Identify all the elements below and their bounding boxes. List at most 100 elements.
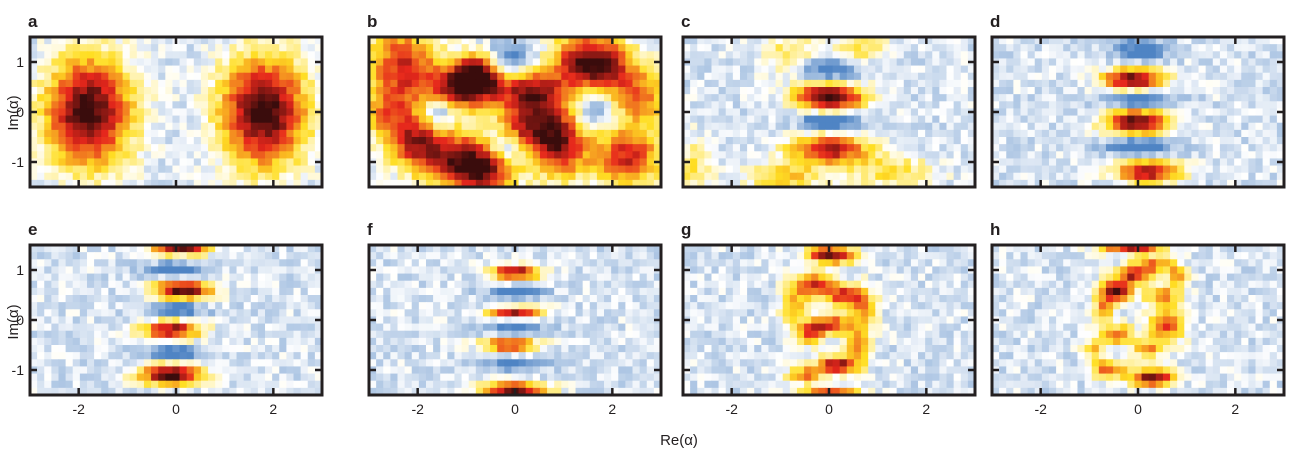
heatmap-cell: [300, 165, 309, 174]
heatmap-cell: [272, 366, 280, 375]
heatmap-cell: [94, 266, 102, 275]
heatmap-cell: [418, 287, 427, 296]
heatmap-cell: [525, 94, 534, 102]
heatmap-cell: [1234, 165, 1242, 174]
heatmap-cell: [882, 144, 891, 152]
heatmap-cell: [554, 108, 562, 117]
heatmap-cell: [418, 129, 427, 138]
heatmap-cell: [1212, 108, 1221, 117]
heatmap-cell: [300, 359, 309, 368]
heatmap-cell: [136, 309, 145, 318]
heatmap-cell: [136, 172, 145, 181]
heatmap-cell: [172, 129, 181, 138]
heatmap-cell: [447, 280, 456, 289]
heatmap-cell: [172, 352, 181, 360]
heatmap-cell: [200, 165, 209, 174]
heatmap-cell: [369, 122, 377, 131]
heatmap-cell: [461, 330, 470, 339]
heatmap-cell: [265, 352, 273, 360]
heatmap-cell: [229, 172, 238, 181]
heatmap-cell: [397, 302, 406, 310]
heatmap-cell: [1006, 44, 1014, 52]
heatmap-cell: [129, 302, 138, 310]
heatmap-cell: [789, 44, 798, 52]
heatmap-cell: [172, 323, 181, 332]
heatmap-cell: [129, 129, 138, 138]
heatmap-cell: [1113, 79, 1121, 88]
heatmap-cell: [1034, 108, 1043, 117]
heatmap-cell: [72, 165, 81, 174]
heatmap-cell: [1127, 172, 1136, 181]
heatmap-cell: [575, 273, 584, 282]
heatmap-cell: [440, 287, 448, 296]
heatmap-cell: [447, 37, 456, 45]
heatmap-cell: [818, 115, 827, 124]
heatmap-cell: [101, 266, 109, 275]
heatmap-cell: [504, 345, 513, 353]
heatmap-cell: [94, 302, 102, 310]
heatmap-cell: [433, 266, 441, 275]
heatmap-cell: [193, 259, 202, 268]
heatmap-cell: [86, 366, 95, 375]
heatmap-cell: [992, 122, 1000, 131]
heatmap-cell: [79, 252, 88, 260]
heatmap-cell: [94, 129, 102, 138]
heatmap-cell: [200, 37, 209, 45]
heatmap-cell: [418, 51, 427, 60]
heatmap-cell: [440, 129, 448, 138]
heatmap-cell: [193, 44, 202, 52]
heatmap-cell: [215, 65, 223, 74]
heatmap-cell: [236, 165, 245, 174]
heatmap-cell: [86, 380, 95, 389]
heatmap-cell: [1020, 101, 1029, 110]
heatmap-cell: [94, 37, 102, 45]
heatmap-cell: [1098, 158, 1107, 167]
heatmap-cell: [65, 94, 74, 102]
heatmap-cell: [158, 387, 166, 395]
heatmap-cell: [165, 129, 174, 138]
heatmap-cell: [582, 337, 591, 346]
heatmap-cell: [215, 122, 223, 131]
heatmap-cell: [447, 295, 456, 303]
heatmap-cell: [236, 280, 245, 289]
heatmap-cell: [461, 58, 470, 67]
heatmap-cell: [1020, 94, 1029, 102]
heatmap-cell: [243, 295, 252, 303]
heatmap-cell: [186, 259, 195, 268]
heatmap-cell: [1056, 172, 1064, 181]
heatmap-cell: [611, 309, 619, 318]
heatmap-cell: [1162, 151, 1171, 160]
heatmap-cell: [1105, 172, 1114, 181]
heatmap-cell: [939, 129, 948, 138]
heatmap-cell: [625, 101, 634, 110]
heatmap-cell: [151, 309, 159, 318]
heatmap-cell: [497, 158, 505, 167]
heatmap-cell: [293, 172, 302, 181]
heatmap-cell: [208, 151, 216, 160]
heatmap-cell: [376, 309, 384, 318]
heatmap-cell: [967, 165, 975, 174]
heatmap-cell: [272, 129, 280, 138]
heatmap-cell: [165, 266, 174, 275]
heatmap-cell: [582, 295, 591, 303]
heatmap-cell: [490, 259, 498, 268]
heatmap-cell: [775, 151, 784, 160]
heatmap-cell: [376, 144, 384, 152]
heatmap-cell: [193, 101, 202, 110]
heatmap-cell: [404, 79, 413, 88]
heatmap-cell: [243, 158, 252, 167]
heatmap-cell: [108, 101, 117, 110]
heatmap-cell: [875, 37, 884, 45]
heatmap-cell: [279, 345, 287, 353]
heatmap-cell: [79, 137, 88, 145]
heatmap-cell: [910, 101, 919, 110]
heatmap-cell: [404, 65, 413, 74]
heatmap-cell: [390, 345, 399, 353]
heatmap-cell: [796, 101, 805, 110]
heatmap-cell: [625, 252, 634, 260]
heatmap-cell: [369, 94, 377, 102]
heatmap-cell: [1255, 65, 1264, 74]
heatmap-cell: [440, 259, 448, 268]
heatmap-cell: [761, 94, 770, 102]
heatmap-cell: [596, 151, 605, 160]
